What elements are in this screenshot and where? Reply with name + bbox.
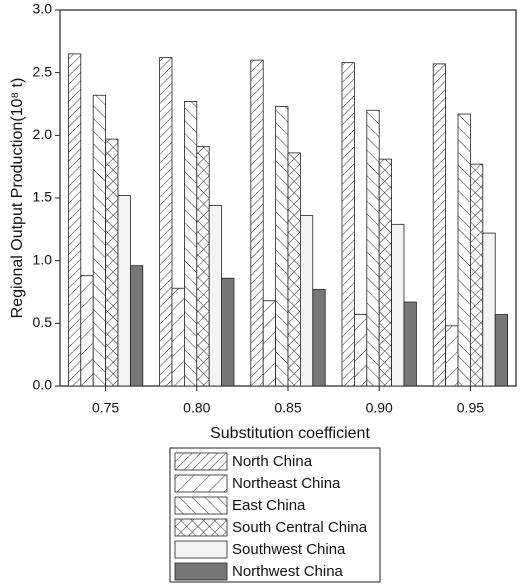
legend-label: Southwest China	[232, 541, 346, 558]
legend-label: Northeast China	[232, 475, 341, 492]
bar	[366, 109, 380, 387]
bar	[341, 62, 355, 387]
bar	[391, 223, 405, 387]
legend-swatch	[174, 518, 228, 537]
bar	[457, 113, 471, 387]
x-tick-label: 0.85	[274, 400, 301, 416]
bar	[105, 138, 119, 387]
bar	[469, 163, 484, 387]
bar	[275, 106, 289, 387]
bar	[432, 63, 447, 387]
bar	[353, 314, 368, 387]
bar	[287, 152, 301, 387]
bar	[445, 325, 459, 387]
bar	[129, 265, 144, 387]
bar	[80, 275, 94, 387]
x-axis-label: Substitution coefficient	[210, 425, 370, 442]
bar	[183, 101, 198, 387]
bar	[196, 146, 210, 387]
bar	[299, 215, 314, 387]
bar	[92, 94, 106, 387]
bar	[378, 158, 393, 387]
legend-swatch	[174, 562, 228, 581]
y-tick-label: 0.5	[33, 314, 53, 330]
x-tick-label: 0.75	[92, 400, 119, 416]
bar	[117, 195, 131, 387]
legend-label: North China	[232, 453, 313, 470]
bar	[68, 53, 82, 387]
y-tick-label: 0.0	[33, 377, 53, 393]
y-tick-label: 2.0	[33, 126, 53, 142]
bar	[208, 205, 222, 387]
y-axis-label: Regional Output Production(10⁸ t)	[9, 78, 26, 319]
legend-swatch	[174, 540, 228, 559]
bar	[171, 287, 185, 387]
y-tick-label: 1.0	[33, 251, 53, 267]
y-tick-label: 2.5	[33, 63, 53, 79]
bar	[482, 232, 496, 387]
x-tick-label: 0.95	[457, 400, 484, 416]
bar	[221, 277, 235, 387]
y-tick-label: 1.5	[33, 189, 53, 205]
legend-swatch	[174, 452, 228, 471]
y-tick-label: 3.0	[33, 1, 53, 17]
x-tick-label: 0.80	[183, 400, 210, 416]
x-tick-label: 0.90	[366, 400, 393, 416]
bar	[159, 57, 173, 387]
bar	[262, 300, 277, 387]
bar	[312, 289, 326, 387]
legend-swatch	[174, 496, 228, 515]
legend-swatch	[174, 474, 228, 493]
bar	[494, 314, 509, 387]
legend-label: South Central China	[232, 519, 368, 536]
bar	[403, 301, 417, 387]
bar	[250, 59, 264, 387]
legend-label: East China	[232, 497, 306, 514]
legend-label: Northwest China	[232, 563, 344, 580]
